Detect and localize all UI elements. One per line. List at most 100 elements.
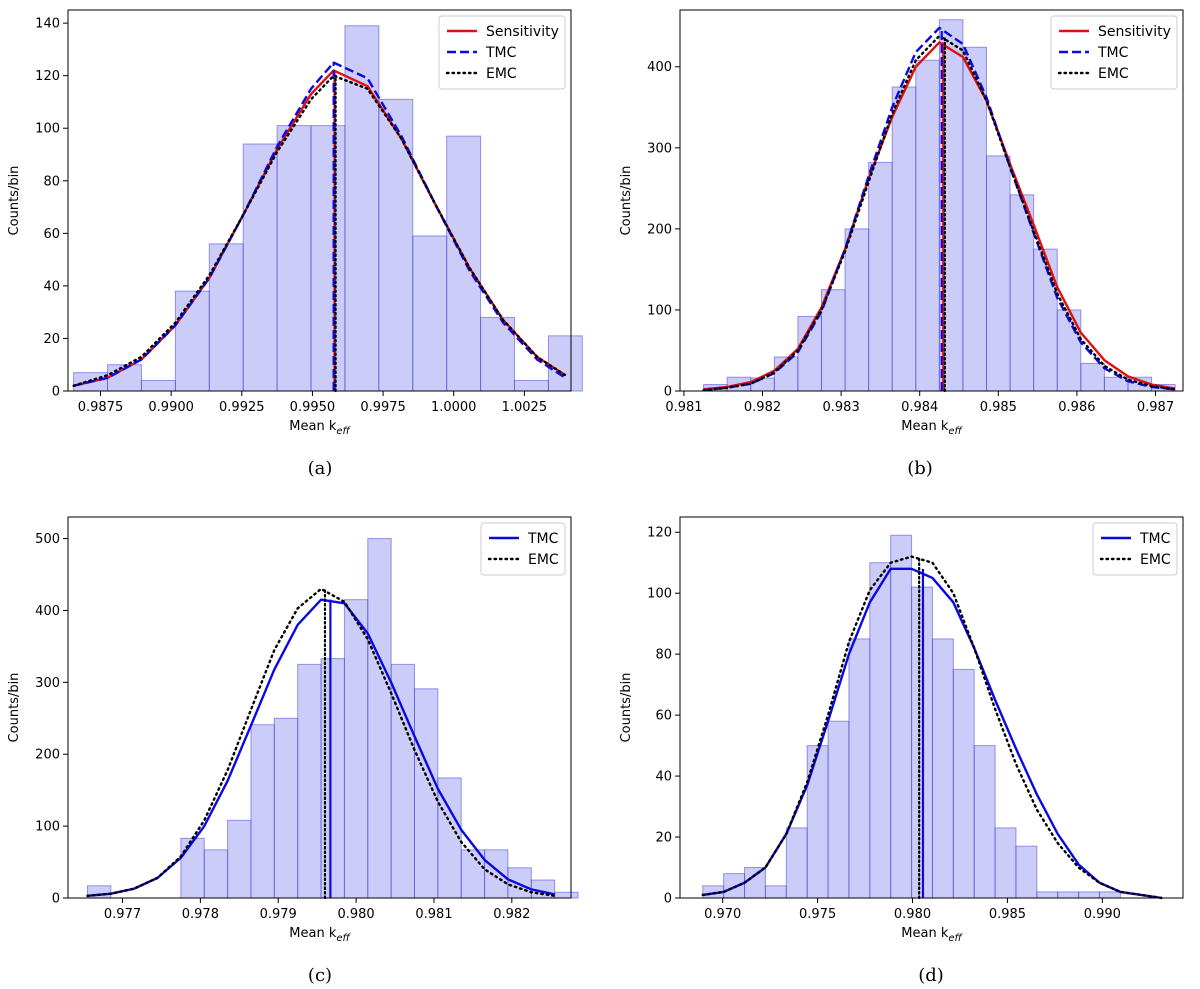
x-tick-label: 0.977 (104, 907, 141, 922)
legend-label-emc: EMC (1140, 552, 1171, 568)
histogram-bar (507, 867, 532, 899)
histogram-bar (986, 155, 1011, 392)
y-tick-label: 200 (647, 222, 672, 237)
x-tick-label: 0.9900 (148, 400, 194, 415)
histogram-bar (1015, 845, 1038, 899)
histogram-bar (764, 885, 787, 899)
legend-label-sensitivity: Sensitivity (486, 24, 559, 40)
histogram-bar (952, 668, 975, 899)
histogram-bar (931, 638, 954, 899)
x-axis-label-main: Mean k (289, 419, 337, 434)
x-tick-label: 0.978 (182, 907, 219, 922)
x-tick-label: 0.985 (980, 400, 1017, 415)
legend-label-tmc: TMC (1097, 45, 1129, 61)
x-tick-label: 0.983 (823, 400, 860, 415)
y-tick-label: 0 (664, 892, 672, 907)
x-tick-label: 0.986 (1058, 400, 1095, 415)
histogram-bar (1078, 891, 1100, 899)
histogram-bar (180, 837, 205, 899)
histogram-bar (390, 663, 415, 899)
x-axis-label-main: Mean k (901, 926, 949, 941)
legend: TMC EMC (480, 522, 566, 576)
x-axis-label-subscript: eff (336, 426, 351, 437)
histogram-bar (208, 243, 244, 392)
axes-frame (67, 516, 572, 899)
emc-curve (72, 74, 567, 387)
legend-label-tmc: TMC (1139, 531, 1171, 547)
histogram-bar (367, 538, 392, 899)
x-axis-label: Mean keff (289, 419, 351, 437)
y-tick-label: 400 (35, 604, 60, 619)
panel-a: 0.9875 0.9900 0.9925 0.9950 0.9975 1.0000 1.00… (7, 9, 583, 437)
legend: Sensitivity TMC EMC (1050, 15, 1178, 90)
histogram-bar (140, 379, 176, 392)
histogram-bar (806, 745, 829, 899)
histogram-bar (785, 827, 808, 899)
histogram-bar (962, 46, 988, 392)
histogram-bar (844, 228, 870, 392)
y-tick-label: 300 (35, 676, 60, 691)
caption-a: (a) (308, 458, 333, 479)
x-tick-label: 0.984 (901, 400, 938, 415)
histogram-bar (412, 235, 448, 392)
legend-box (480, 522, 566, 576)
histogram-bar (868, 161, 893, 392)
y-axis-label: Counts/bin (7, 166, 22, 236)
y-tick-label: 500 (35, 532, 60, 547)
y-tick-label: 300 (647, 141, 672, 156)
panel-d: 0.970 0.975 0.980 0.985 0.990 0 20 40 60 80 100 120… (619, 516, 1184, 944)
x-tick-label: 1.0000 (431, 400, 477, 415)
x-axis-label-main: Mean k (901, 419, 949, 434)
y-axis-label: Counts/bin (619, 673, 634, 743)
histogram-bar (848, 638, 871, 899)
y-tick-label: 20 (655, 831, 672, 846)
legend-label-sensitivity: Sensitivity (1098, 24, 1171, 40)
histogram-bar (174, 290, 210, 392)
histogram-bar (1057, 891, 1080, 899)
x-axis-label-subscript: eff (948, 933, 963, 944)
legend-label-emc: EMC (486, 66, 517, 82)
histogram-bar (1098, 891, 1121, 899)
legend-label-tmc: TMC (485, 45, 517, 61)
y-tick-label: 120 (647, 526, 672, 541)
histogram-bar (344, 25, 380, 392)
y-tick-label: 20 (43, 332, 60, 347)
histogram-bar (378, 98, 414, 392)
y-tick-label: 0 (664, 385, 672, 400)
caption-c: (c) (308, 965, 332, 986)
x-axis-label-subscript: eff (336, 933, 351, 944)
y-tick-label: 140 (35, 17, 60, 32)
x-tick-label: 0.9950 (290, 400, 336, 415)
caption-d: (d) (918, 965, 944, 986)
x-tick-label: 0.982 (744, 400, 781, 415)
histogram-bar (723, 873, 746, 899)
y-axis-label: Counts/bin (619, 166, 634, 236)
y-tick-label: 80 (655, 648, 672, 663)
x-axis-label: Mean keff (289, 926, 351, 944)
x-tick-label: 0.987 (1137, 400, 1174, 415)
histogram-bar (276, 125, 312, 392)
histogram-bar (744, 867, 766, 899)
y-tick-label: 100 (647, 303, 672, 318)
x-tick-label: 0.981 (415, 907, 452, 922)
x-axis-label: Mean keff (901, 419, 963, 437)
x-tick-label: 0.979 (260, 907, 297, 922)
y-tick-label: 200 (35, 748, 60, 763)
x-tick-label: 0.981 (665, 400, 702, 415)
histogram-bar (891, 86, 917, 392)
legend-label-tmc: TMC (527, 531, 559, 547)
legend-box (1050, 15, 1178, 90)
x-tick-label: 1.0025 (502, 400, 548, 415)
x-tick-label: 0.990 (1084, 907, 1121, 922)
histogram-bar (242, 143, 278, 392)
y-tick-label: 80 (43, 174, 60, 189)
x-tick-label: 0.982 (493, 907, 530, 922)
axes-frame (67, 9, 572, 392)
y-tick-label: 100 (35, 820, 60, 835)
y-tick-label: 60 (655, 709, 672, 724)
histogram-bar (554, 891, 579, 899)
histogram-bar (869, 562, 892, 899)
histogram-bar (343, 599, 369, 899)
histogram-bar (297, 663, 322, 899)
